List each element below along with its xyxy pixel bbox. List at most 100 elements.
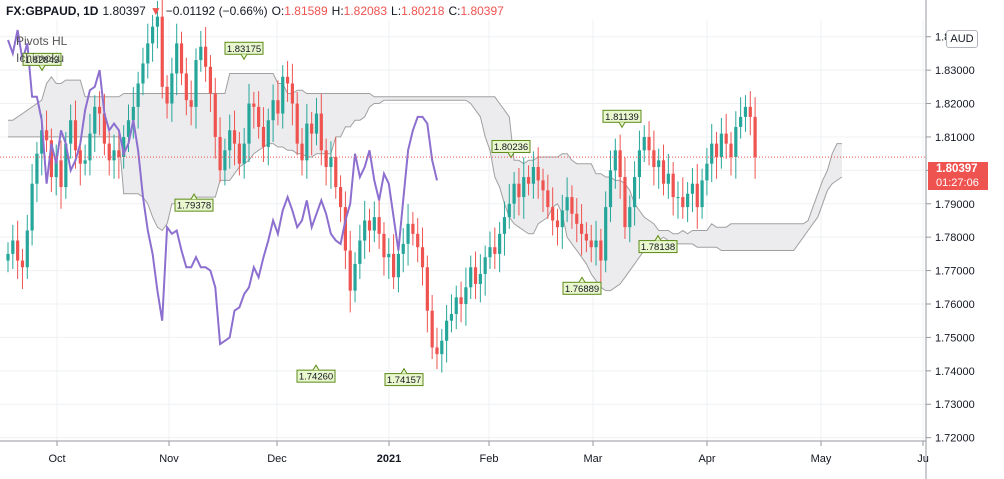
candle-body xyxy=(584,233,588,241)
candle-body xyxy=(714,143,719,157)
candle-body xyxy=(25,230,29,268)
symbol-name[interactable]: FX:GBPAUD, 1D xyxy=(6,4,99,18)
pivot-label: 1.80236 xyxy=(494,142,528,153)
candle-body xyxy=(623,177,627,228)
pivot-pointer xyxy=(618,122,626,129)
candle-body xyxy=(507,203,511,218)
candle-body xyxy=(367,220,372,231)
candle-body xyxy=(661,160,666,184)
pivot-pointer xyxy=(312,364,320,371)
x-tick-label: Feb xyxy=(480,453,499,465)
candle-body xyxy=(541,180,545,191)
candle-body xyxy=(35,153,39,184)
candle-body xyxy=(189,100,193,107)
high-label: H: xyxy=(331,4,344,18)
candle-body xyxy=(536,167,540,181)
candle-body xyxy=(473,267,478,284)
candle-body xyxy=(430,310,434,348)
candle-body xyxy=(112,150,116,161)
bar-countdown: 01:27:06 xyxy=(936,177,979,189)
candle-body xyxy=(329,156,333,168)
low-value: 1.80218 xyxy=(401,4,445,18)
pivot-high: 1.83175 xyxy=(224,41,264,61)
candle-body xyxy=(20,260,25,268)
candle-body xyxy=(657,160,661,168)
candle-body xyxy=(705,163,709,181)
time-axis[interactable]: Oct Nov Dec 2021 Feb Mar Apr May Ju xyxy=(0,440,929,465)
candle-body xyxy=(565,197,569,211)
candle-body xyxy=(285,76,290,84)
candle-body xyxy=(199,46,203,61)
indicator-ichimoku[interactable]: Ichimoku xyxy=(16,51,65,65)
price-axis[interactable]: 1.840001.830001.820001.810001.800001.790… xyxy=(925,0,975,479)
pivot-low: 1.79378 xyxy=(174,193,214,212)
candle-body xyxy=(695,183,699,208)
candle-body xyxy=(666,173,670,184)
candle-body xyxy=(151,26,155,44)
candle-body xyxy=(729,143,733,157)
candle-body xyxy=(276,100,280,114)
x-tick-label: Nov xyxy=(159,453,179,465)
candle-body xyxy=(416,233,420,248)
candle-body xyxy=(131,106,135,121)
currency-button[interactable]: AUD xyxy=(946,30,978,48)
pivot-high: 1.82843 xyxy=(22,52,62,72)
candle-body xyxy=(358,240,362,264)
y-tick-label: 1.73000 xyxy=(935,399,975,411)
pivot-high: 1.80236 xyxy=(491,139,531,159)
pivot-label: 1.74157 xyxy=(387,375,421,386)
candle-body xyxy=(290,83,294,104)
pivot-label: 1.79378 xyxy=(177,201,211,212)
candle-body xyxy=(488,247,492,258)
candle-body xyxy=(469,267,473,288)
candle-body xyxy=(498,233,502,254)
candle-body xyxy=(671,173,675,198)
x-tick-label: May xyxy=(811,453,832,465)
candle-body xyxy=(257,106,261,127)
last-price-tag: 1.80397 01:27:06 xyxy=(928,162,988,190)
y-tick-label: 1.76000 xyxy=(935,299,975,311)
low-label: L: xyxy=(391,4,402,18)
cloud-span-a xyxy=(8,73,842,235)
candle-body xyxy=(170,73,174,104)
high-value: 1.82083 xyxy=(343,4,388,18)
candle-body xyxy=(324,150,328,168)
candle-body xyxy=(228,130,232,151)
candle-body xyxy=(179,43,184,74)
candle-body xyxy=(261,126,266,147)
candle-body xyxy=(126,120,131,137)
candle-body xyxy=(93,106,97,134)
candle-body xyxy=(141,63,145,84)
candle-body xyxy=(69,120,73,144)
candle-body xyxy=(343,207,347,251)
candle-body xyxy=(372,217,376,231)
candle-body xyxy=(310,123,314,134)
candle-body xyxy=(734,126,738,157)
candle-body xyxy=(445,320,449,341)
candle-body xyxy=(517,183,521,198)
candle-body xyxy=(83,160,87,164)
candle-body xyxy=(575,213,579,224)
candle-body xyxy=(314,113,319,134)
candle-body xyxy=(642,136,646,151)
lagging-span-line xyxy=(7,29,438,346)
candle-body xyxy=(242,143,246,164)
x-tick-label: Oct xyxy=(48,453,65,465)
candle-body xyxy=(78,150,82,164)
pivot-label: 1.74260 xyxy=(299,372,333,383)
pivot-pointer xyxy=(400,367,408,374)
x-tick-label: Dec xyxy=(267,453,287,465)
y-tick-label: 1.82000 xyxy=(935,99,975,111)
candle-body xyxy=(710,143,714,164)
indicator-pivots-hl[interactable]: Pivots HL xyxy=(16,34,68,48)
candle-body xyxy=(440,340,444,355)
candle-body xyxy=(252,103,256,107)
y-tick-label: 1.78000 xyxy=(935,232,975,244)
candle-body xyxy=(560,210,564,228)
candle-body xyxy=(618,150,622,178)
close-label: C: xyxy=(448,4,461,18)
candle-body xyxy=(724,133,728,144)
y-tick-label: 1.72000 xyxy=(935,433,975,445)
candle-body xyxy=(555,220,560,228)
